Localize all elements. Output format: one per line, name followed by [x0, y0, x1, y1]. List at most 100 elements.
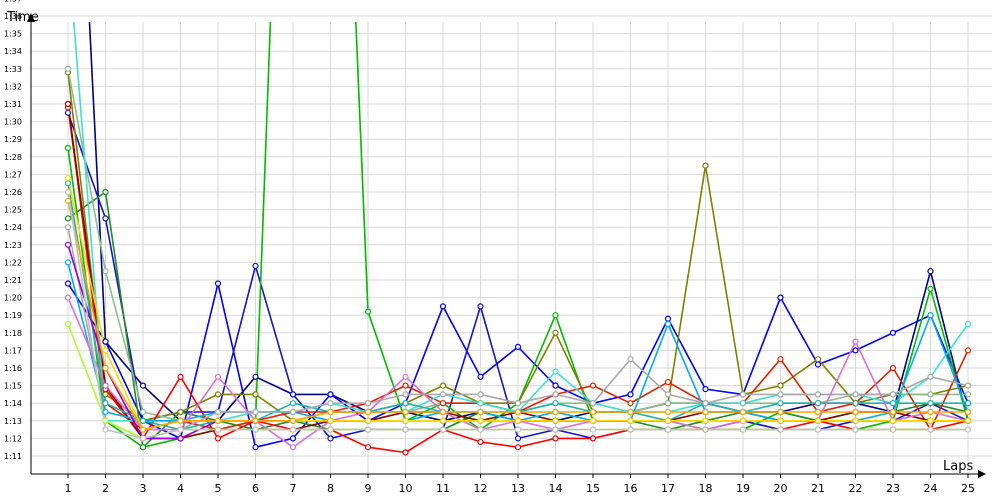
data-point-series-17	[927, 417, 934, 424]
data-point-series-8	[364, 444, 372, 451]
data-point-series-9	[777, 356, 784, 363]
data-point-series-9	[889, 364, 897, 372]
data-point-series-12	[102, 408, 109, 416]
data-point-series-9	[402, 382, 409, 389]
data-point-series-20	[139, 435, 147, 442]
x-tick-label: 3	[140, 482, 147, 495]
data-point-series-4	[364, 308, 372, 315]
data-point-series-17	[327, 417, 334, 424]
y-tick-label: 1:12	[4, 434, 22, 443]
data-point-series-18	[814, 408, 822, 416]
data-point-series-5	[64, 215, 72, 222]
data-point-series-3	[477, 303, 484, 310]
data-point-series-17	[889, 417, 897, 424]
data-point-series-17	[439, 417, 447, 424]
y-tick-label: 1:18	[4, 329, 22, 338]
data-point-series-8	[214, 435, 222, 442]
data-point-series-14	[552, 391, 559, 398]
data-point-series-17	[402, 417, 409, 424]
data-point-series-1	[252, 373, 259, 380]
y-tick-label: 1:37	[4, 0, 22, 3]
y-tick-label: 1:21	[4, 276, 22, 285]
data-point-series-2	[477, 373, 484, 380]
data-point-series-13	[102, 400, 109, 407]
data-point-series-6	[702, 162, 709, 169]
data-point-series-20	[777, 426, 784, 433]
data-point-series-18	[552, 408, 559, 416]
data-point-series-10	[64, 100, 72, 108]
data-point-series-20	[589, 426, 597, 433]
data-point-series-7	[64, 65, 72, 72]
data-point-series-20	[252, 426, 259, 433]
x-tick-label: 7	[290, 482, 297, 495]
x-tick-label: 25	[961, 482, 975, 495]
data-point-series-17	[964, 417, 972, 424]
data-point-series-14	[289, 408, 297, 416]
data-point-series-14	[852, 391, 859, 398]
data-point-series-17	[64, 174, 72, 182]
data-point-series-14	[814, 391, 822, 398]
data-point-series-20	[214, 426, 222, 433]
data-point-series-14	[589, 400, 597, 407]
data-point-series-14	[889, 391, 897, 398]
data-point-series-6	[439, 382, 447, 389]
data-point-series-2	[289, 435, 297, 442]
data-point-series-17	[814, 417, 822, 424]
data-point-series-17	[552, 417, 559, 424]
data-point-series-2	[814, 361, 822, 368]
y-tick-label: 1:28	[4, 153, 22, 162]
data-point-series-20	[439, 426, 447, 433]
y-tick-label: 1:24	[4, 223, 22, 232]
data-point-series-14	[627, 356, 634, 363]
data-point-series-2	[852, 347, 859, 354]
y-tick-label: 1:26	[4, 188, 22, 197]
data-point-series-13	[852, 400, 859, 407]
y-tick-label: 1:33	[4, 65, 22, 74]
data-point-series-17	[102, 347, 109, 354]
data-point-series-19	[102, 417, 109, 424]
data-point-series-18	[139, 426, 147, 433]
data-point-series-9	[627, 400, 634, 407]
data-point-series-14	[402, 391, 409, 398]
data-point-series-6	[552, 329, 559, 336]
data-point-series-5	[102, 188, 109, 196]
data-point-series-13	[814, 400, 822, 407]
x-tick-label: 18	[699, 482, 713, 495]
data-point-series-4	[64, 144, 72, 152]
data-point-series-12	[664, 320, 672, 328]
y-tick-label: 1:17	[4, 346, 22, 355]
data-point-series-9	[964, 347, 972, 354]
y-axis-arrow-icon	[27, 13, 35, 22]
x-tick-label: 13	[511, 482, 525, 495]
data-point-series-18	[102, 364, 109, 372]
data-point-series-19	[64, 320, 72, 328]
data-point-series-8	[589, 435, 597, 442]
data-point-series-15	[64, 294, 72, 301]
data-point-series-16	[177, 435, 184, 442]
data-point-series-9	[439, 400, 447, 407]
y-tick-label: 1:11	[4, 452, 22, 461]
x-tick-label: 14	[549, 482, 563, 495]
y-tick-label: 1:25	[4, 206, 22, 215]
y-tick-label: 1:30	[4, 118, 22, 127]
data-point-series-7	[664, 400, 672, 407]
data-point-series-20	[702, 426, 709, 433]
x-tick-label: 17	[661, 482, 675, 495]
x-tick-label: 8	[327, 482, 334, 495]
y-tick-label: 1:32	[4, 82, 22, 91]
data-point-series-14	[64, 224, 72, 231]
data-point-series-14	[664, 391, 672, 398]
y-tick-label: 1:31	[4, 100, 22, 109]
data-point-series-14	[964, 382, 972, 389]
y-tick-label: 1:16	[4, 364, 22, 373]
data-point-series-1	[927, 268, 934, 275]
x-tick-label: 11	[436, 482, 450, 495]
data-point-series-4	[927, 285, 934, 292]
data-point-series-12	[927, 312, 934, 319]
y-tick-label: 1:34	[4, 47, 22, 56]
data-point-series-7	[139, 408, 147, 416]
x-tick-label: 20	[774, 482, 788, 495]
data-point-series-20	[364, 426, 372, 433]
data-point-series-20	[177, 426, 184, 433]
